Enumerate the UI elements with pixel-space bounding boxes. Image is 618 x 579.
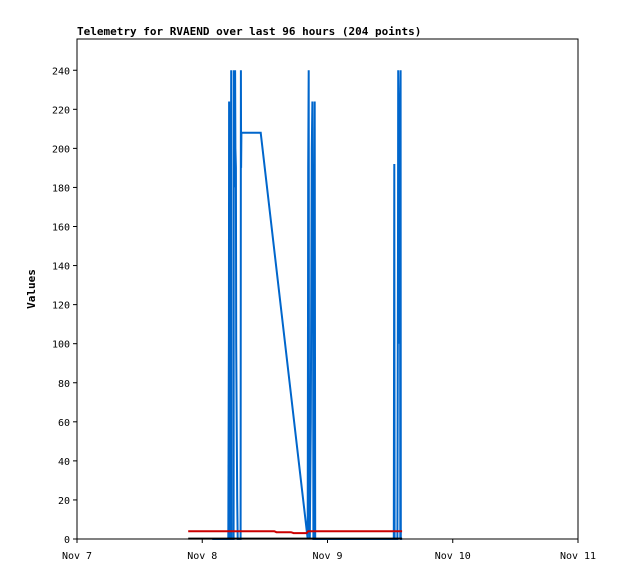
y-tick-label: 40 (58, 457, 70, 468)
y-tick-label: 160 (52, 223, 70, 234)
x-tick-label: Nov 10 (435, 551, 471, 562)
y-tick-label: 120 (52, 301, 70, 312)
x-tick-label: Nov 9 (312, 551, 342, 562)
series-line-1 (212, 70, 403, 540)
chart-title: Telemetry for RVAEND over last 96 hours … (77, 25, 421, 38)
y-tick-label: 20 (58, 496, 70, 507)
y-tick-label: 140 (52, 262, 70, 273)
x-tick-label: Nov 8 (187, 551, 217, 562)
series-group (188, 70, 403, 540)
x-tick-label: Nov 11 (560, 551, 596, 562)
y-tick-label: 240 (52, 66, 70, 77)
series-line-2 (188, 530, 403, 535)
plot-frame (76, 38, 579, 540)
y-tick-label: 180 (52, 183, 70, 194)
y-axis-label: Values (25, 269, 38, 309)
y-tick-label: 60 (58, 418, 70, 429)
y-tick-label: 80 (58, 379, 70, 390)
y-tick-label: 200 (52, 144, 70, 155)
y-tick-label: 220 (52, 105, 70, 116)
y-axis-ticks: 0 20 40 60 80 100 120 140 160 180 200 220 240 (52, 66, 77, 546)
y-tick-label: 100 (52, 340, 70, 351)
x-axis-ticks: Nov 7 Nov 8 Nov 9 Nov 10 Nov 11 (62, 539, 596, 562)
y-tick-label: 0 (64, 535, 70, 546)
x-tick-label: Nov 7 (62, 551, 92, 562)
